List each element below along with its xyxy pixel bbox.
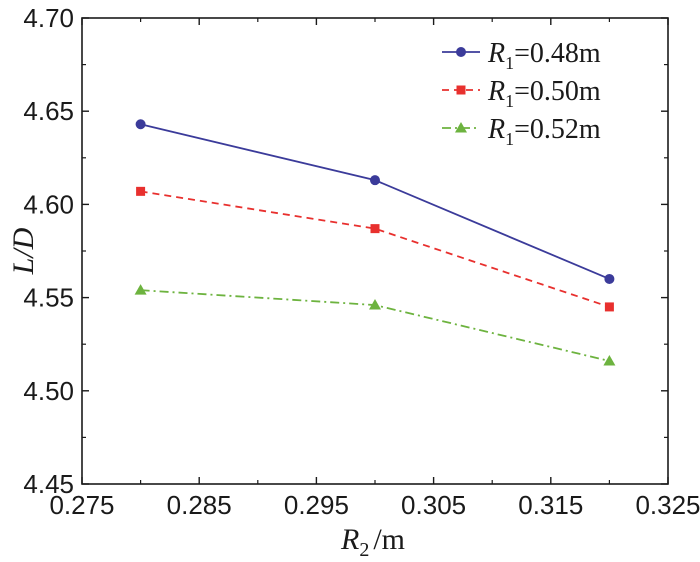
legend-label-1: R1=0.48m (487, 38, 601, 73)
legend-marker-1 (456, 47, 466, 57)
x-tick-label-3: 0.305 (401, 490, 466, 520)
x-tick-label-0: 0.275 (49, 490, 114, 520)
series-line-1 (140, 123, 610, 280)
y-tick-label-0: 4.45 (23, 469, 74, 499)
y-tick-label-4: 4.65 (23, 96, 74, 126)
axes: 4.45 4.50 4.55 4.60 4.65 4.70 0.275 0.285 0.295 0… (7, 3, 700, 561)
x-tick-label-2: 0.295 (284, 490, 349, 520)
y-tick-label-5: 4.70 (23, 3, 74, 33)
x-tick-label-4: 0.315 (518, 490, 583, 520)
y-tick-label-2: 4.55 (23, 283, 74, 313)
series-3-point-2 (369, 299, 381, 310)
y-axis-title: L/D (7, 227, 40, 275)
series-1-point-1 (135, 119, 146, 130)
series-2-point-2 (370, 224, 380, 234)
series-1-point-3 (604, 273, 615, 284)
legend-label-2: R1=0.50m (487, 76, 601, 111)
y-tick-label-1: 4.50 (23, 376, 74, 406)
x-tick-label-5: 0.325 (635, 490, 700, 520)
series-2-point-1 (136, 186, 146, 196)
legend-label-3: R1=0.52m (487, 114, 601, 149)
x-axis-title: R2/m (340, 523, 405, 561)
legend-marker-2 (456, 85, 466, 95)
series-3-point-1 (134, 284, 147, 295)
series-1-point-2 (370, 175, 380, 186)
legend-marker-3 (455, 122, 467, 133)
plot-area (134, 119, 616, 366)
series-2-point-3 (604, 302, 614, 312)
series-3-point-3 (603, 354, 616, 366)
x-tick-label-1: 0.285 (167, 490, 232, 520)
y-tick-label-3: 4.60 (23, 189, 74, 219)
series-line-2 (140, 190, 610, 308)
